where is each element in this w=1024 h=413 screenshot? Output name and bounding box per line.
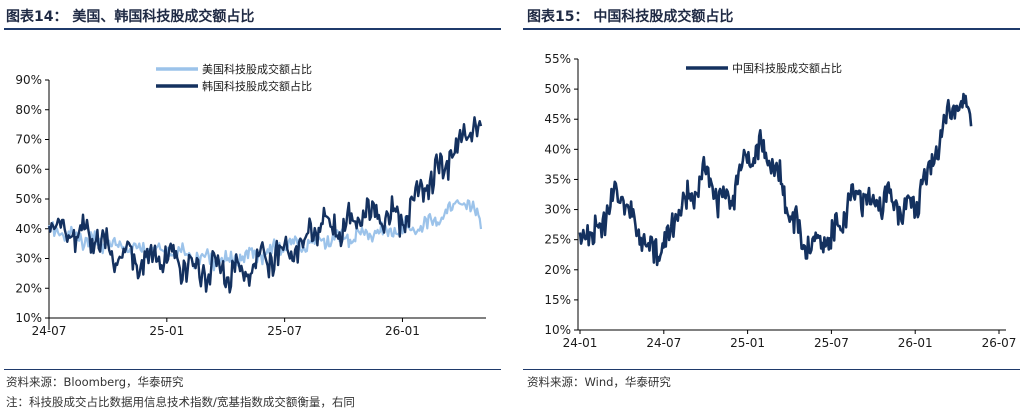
x-tick-label: 26-01	[898, 336, 933, 350]
y-tick-label: 90%	[15, 73, 42, 87]
y-tick-label: 15%	[544, 293, 571, 307]
y-tick-label: 20%	[15, 281, 42, 295]
y-tick-label: 40%	[544, 142, 571, 156]
x-tick-label: 25-01	[149, 324, 184, 338]
x-tick-label: 26-07	[982, 336, 1017, 350]
x-tick-label: 25-07	[814, 336, 849, 350]
series-line-cn	[578, 92, 973, 267]
y-tick-label: 30%	[15, 252, 42, 266]
y-tick-label: 50%	[544, 82, 571, 96]
left-figure-title: 图表14： 美国、韩国科技股成交额占比	[6, 9, 255, 25]
y-tick-label: 45%	[544, 112, 571, 126]
left-legend: 美国科技股成交额占比 韩国科技股成交额占比	[156, 62, 312, 93]
right-title-rule	[523, 28, 1020, 30]
x-tick-label: 24-07	[32, 324, 67, 338]
y-tick-label: 20%	[544, 263, 571, 277]
y-tick-label: 80%	[15, 103, 42, 117]
series-line-kr	[47, 116, 483, 294]
x-tick-label: 25-01	[730, 336, 765, 350]
left-source: 资料来源：Bloomberg，华泰研究	[6, 375, 184, 389]
y-tick-label: 70%	[15, 133, 42, 147]
left-chart: 10% 20% 30% 40% 50% 60% 70% 80% 90% 24-07 25-01 25…	[15, 62, 486, 338]
right-footer-rule	[523, 369, 1020, 370]
y-tick-label: 40%	[15, 222, 42, 236]
y-tick-label: 10%	[15, 311, 42, 325]
x-tick-label: 24-01	[563, 336, 598, 350]
y-tick-label: 55%	[544, 52, 571, 66]
y-tick-label: 25%	[544, 233, 571, 247]
left-note: 注：科技股成交占比数据用信息技术指数/宽基指数成交额衡量，右同	[6, 395, 355, 409]
y-tick-label: 30%	[544, 203, 571, 217]
y-tick-label: 35%	[544, 172, 571, 186]
x-tick-label: 24-07	[646, 336, 681, 350]
left-footer-rule	[4, 369, 501, 370]
x-tick-label: 26-01	[385, 324, 420, 338]
y-tick-label: 10%	[544, 323, 571, 337]
y-tick-label: 50%	[15, 192, 42, 206]
right-chart: 10% 15% 20% 25% 30% 35% 40% 45% 50% 55% 24-01 24-0…	[544, 52, 1017, 350]
legend-label-cn: 中国科技股成交额占比	[732, 61, 842, 75]
legend-label-kr: 韩国科技股成交额占比	[202, 79, 312, 93]
legend-label-us: 美国科技股成交额占比	[202, 62, 312, 76]
x-tick-label: 25-07	[267, 324, 302, 338]
right-source: 资料来源：Wind，华泰研究	[527, 375, 671, 389]
right-figure-title: 图表15： 中国科技股成交额占比	[527, 9, 734, 25]
left-title-rule	[4, 28, 501, 30]
right-legend: 中国科技股成交额占比	[686, 61, 842, 75]
y-tick-label: 60%	[15, 162, 42, 176]
